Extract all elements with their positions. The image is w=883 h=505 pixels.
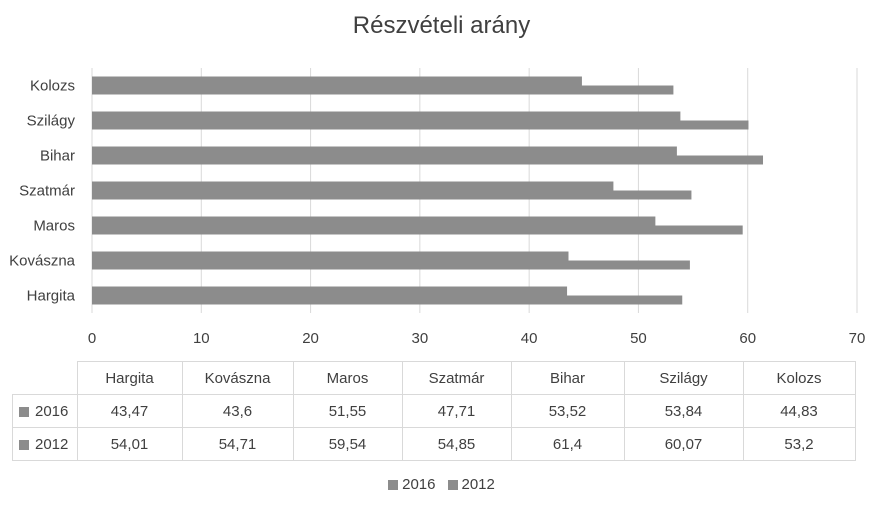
data-table-cell-2016-szilagy: 53,84 [623, 394, 744, 428]
data-table-cell-2016-maros: 51,55 [292, 394, 403, 428]
y-category-label-szilagy: Szilágy [27, 113, 76, 130]
chart-legend: 2016 2012 [0, 476, 883, 493]
bar-2016-bihar [92, 146, 677, 156]
data-table-series-label-2012: 2012 [12, 427, 78, 461]
legend-swatch [388, 480, 399, 491]
x-tick-label-20: 20 [302, 330, 319, 347]
y-category-label-szatmar: Szatmár [19, 183, 75, 200]
x-tick-label-70: 70 [849, 330, 866, 347]
bar-2016-kovaszna [92, 251, 569, 261]
bar-2012-hargita [92, 295, 683, 305]
data-table-header-kolozs: Kolozs [742, 361, 856, 395]
x-tick-label-10: 10 [193, 330, 210, 347]
legend-label: 2016 [402, 476, 436, 493]
data-table-header-row: Hargita Kovászna Maros Szatmár Bihar Szilágy K… [12, 361, 856, 395]
chart-title: Részvételi arány [352, 12, 531, 39]
data-table-header-bihar: Bihar [510, 361, 625, 395]
y-category-label-kolozs: Kolozs [30, 78, 75, 95]
bar-2012-szatmar [92, 190, 692, 200]
data-table-header-maros: Maros [292, 361, 403, 395]
legend-swatch [447, 480, 458, 491]
data-table: Hargita Kovászna Maros Szatmár Bihar Szilágy K… [12, 361, 856, 461]
data-table-header-hargita: Hargita [76, 361, 183, 395]
x-tick-label-60: 60 [739, 330, 756, 347]
data-table-corner [12, 361, 78, 395]
data-table-series-label-2016: 2016 [12, 394, 78, 428]
data-table-row-2012: 2012 54,01 54,71 59,54 54,85 61,4 60,07 53,2 [12, 427, 856, 461]
x-tick-label-0: 0 [88, 330, 96, 347]
data-table-cell-2016-kovaszna: 43,6 [181, 394, 294, 428]
data-table-cell-2012-szatmar: 54,85 [401, 427, 512, 461]
data-table-cell-2016-bihar: 53,52 [510, 394, 625, 428]
x-tick-label-30: 30 [412, 330, 429, 347]
data-table-cell-2016-kolozs: 44,83 [742, 394, 856, 428]
y-category-label-bihar: Bihar [40, 148, 75, 165]
data-table-cell-2016-hargita: 43,47 [76, 394, 183, 428]
data-table-cell-2012-bihar: 61,4 [510, 427, 625, 461]
data-table-cell-2012-hargita: 54,01 [76, 427, 183, 461]
x-tick-label-50: 50 [630, 330, 647, 347]
bar-2016-szilagy [92, 111, 681, 121]
legend-item-2012: 2012 [447, 476, 495, 493]
y-category-label-maros: Maros [33, 218, 75, 235]
bar-2016-kolozs [92, 76, 582, 86]
series-key-swatch [19, 406, 29, 417]
data-table-header-kovaszna: Kovászna [181, 361, 294, 395]
series-name: 2012 [35, 435, 69, 453]
data-table-cell-2012-maros: 59,54 [292, 427, 403, 461]
series-name: 2016 [35, 402, 69, 420]
data-table-row-2016: 2016 43,47 43,6 51,55 47,71 53,52 53,84 44,83 [12, 394, 856, 428]
data-table-cell-2012-kovaszna: 54,71 [181, 427, 294, 461]
data-table-cell-2016-szatmar: 47,71 [401, 394, 512, 428]
bar-2012-bihar [92, 155, 764, 165]
series-key-swatch [19, 439, 29, 450]
bar-chart-plot: 0 10 20 30 40 50 60 70 Hargita Kovászna Maros Szatm… [9, 68, 866, 347]
data-table-header-szatmar: Szatmár [401, 361, 512, 395]
data-table-cell-2012-szilagy: 60,07 [623, 427, 744, 461]
bar-2012-kovaszna [92, 260, 690, 270]
bar-2012-maros [92, 225, 743, 235]
data-table-header-szilagy: Szilágy [623, 361, 744, 395]
bar-2016-hargita [92, 286, 568, 296]
legend-item-2016: 2016 [388, 476, 436, 493]
legend-label: 2012 [461, 476, 495, 493]
y-category-label-hargita: Hargita [27, 288, 76, 305]
bar-2012-kolozs [92, 85, 674, 95]
bar-2012-szilagy [92, 120, 749, 130]
x-tick-label-40: 40 [521, 330, 538, 347]
bar-2016-maros [92, 216, 656, 226]
data-table-cell-2012-kolozs: 53,2 [742, 427, 856, 461]
y-category-label-kovaszna: Kovászna [9, 253, 76, 270]
bar-2016-szatmar [92, 181, 614, 191]
